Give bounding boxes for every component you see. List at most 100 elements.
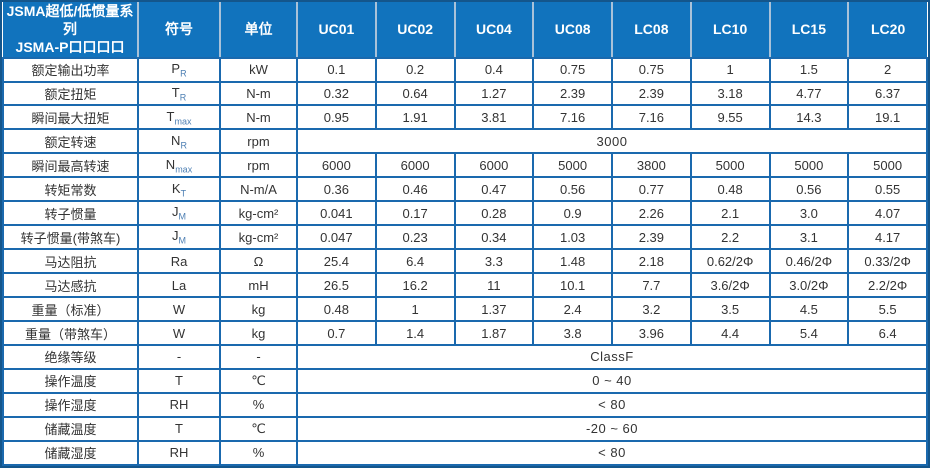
value-cell: 0.48 xyxy=(296,296,377,323)
value-cell: 2.39 xyxy=(532,80,613,107)
merged-value-cell: < 80 xyxy=(296,391,928,418)
value-cell: 2 xyxy=(847,56,928,83)
value-cell: 2.39 xyxy=(611,80,692,107)
value-cell: 5000 xyxy=(532,152,613,179)
value-cell: 1 xyxy=(689,56,771,83)
symbol-main: W xyxy=(172,301,186,317)
symbol-main: J xyxy=(172,204,179,220)
col-header-lc20: LC20 xyxy=(847,2,927,59)
value-cell: 0.7 xyxy=(296,320,377,346)
row-label: 操作温度 xyxy=(2,367,139,394)
symbol-subscript: T xyxy=(180,188,187,199)
value-cell: 25.4 xyxy=(296,248,377,275)
table-row: 操作温度 T ℃ 0 ~ 40 xyxy=(2,367,928,394)
value-cell: 0.56 xyxy=(768,176,850,203)
unit-cell: Ω xyxy=(219,248,298,275)
unit-cell: kg-cm² xyxy=(219,224,298,251)
symbol-cell: TR xyxy=(137,80,221,107)
value-cell: 0.9 xyxy=(532,200,613,227)
table-row: 转子惯量(带煞车) JM kg-cm² 0.047 0.23 0.34 1.03 2.39 2.… xyxy=(2,224,928,251)
value-cell: 0.48 xyxy=(689,176,771,203)
symbol-main: - xyxy=(176,349,182,365)
value-cell: 2.18 xyxy=(611,248,692,275)
value-cell: 3.96 xyxy=(611,320,692,346)
symbol-main: T xyxy=(175,421,183,437)
unit-cell: kg xyxy=(219,296,298,323)
value-cell: 0.64 xyxy=(374,80,456,107)
symbol-subscript: max xyxy=(174,116,192,127)
value-cell: 19.1 xyxy=(847,104,928,131)
symbol-cell: Ra xyxy=(137,248,221,275)
header-row: JSMA超低/低惯量系列 JSMA-P口口口口 符号 单位 UC01 UC02 UC04… xyxy=(3,2,927,59)
symbol-subscript: R xyxy=(180,140,187,151)
symbol-main: Ra xyxy=(170,253,188,269)
value-cell: 1.5 xyxy=(768,56,850,83)
table-row: 绝缘等级 - - ClassF xyxy=(2,344,928,370)
col-header-uc02: UC02 xyxy=(374,2,455,59)
unit-cell: - xyxy=(219,344,298,370)
value-cell: 0.47 xyxy=(453,176,535,203)
value-cell: 5.4 xyxy=(768,320,850,346)
symbol-main: T xyxy=(166,108,175,124)
symbol-main: T xyxy=(175,373,183,389)
col-header-lc10: LC10 xyxy=(689,2,770,59)
symbol-cell: KT xyxy=(137,176,221,203)
row-label: 额定输出功率 xyxy=(2,56,139,83)
unit-cell: rpm xyxy=(219,152,298,179)
row-label: 转矩常数 xyxy=(2,176,139,203)
value-cell: 6.37 xyxy=(847,80,928,107)
row-label: 瞬间最大扭矩 xyxy=(2,104,139,131)
value-cell: 2.26 xyxy=(611,200,692,227)
spec-table-body: 额定输出功率 PR kW 0.1 0.2 0.4 0.75 0.75 1 1.5 2 额定扭矩 TR N-… xyxy=(2,56,928,467)
row-label: 额定扭矩 xyxy=(2,80,139,107)
symbol-main: K xyxy=(171,180,181,196)
unit-cell: N-m xyxy=(219,80,298,107)
value-cell: 6000 xyxy=(296,152,377,179)
symbol-cell: Tmax xyxy=(137,104,221,131)
unit-cell: kW xyxy=(219,56,298,83)
value-cell: 6.4 xyxy=(847,320,928,346)
value-cell: 3.81 xyxy=(453,104,535,131)
symbol-cell: NR xyxy=(137,128,221,155)
value-cell: 1.91 xyxy=(374,104,456,131)
symbol-subscript: M xyxy=(178,212,187,223)
value-cell: 0.77 xyxy=(611,176,692,203)
col-header-lc08: LC08 xyxy=(611,2,691,59)
value-cell: 0.17 xyxy=(374,200,456,227)
table-row: 储藏湿度 RH% < 80 xyxy=(2,439,928,467)
symbol-subscript: R xyxy=(179,92,187,103)
symbol-cell: La xyxy=(137,272,221,299)
col-header-lc15: LC15 xyxy=(768,2,849,59)
symbol-subscript: R xyxy=(180,68,187,79)
value-cell: 1.03 xyxy=(532,224,613,251)
value-cell: 0.33/2Φ xyxy=(847,248,928,275)
row-label: 操作湿度 xyxy=(2,391,139,418)
value-cell: 4.07 xyxy=(847,200,928,227)
row-label: 绝缘等级 xyxy=(2,344,139,370)
value-cell: 0.041 xyxy=(296,200,377,227)
value-cell: 0.46/2Φ xyxy=(768,248,850,275)
value-cell: 0.36 xyxy=(296,176,377,203)
value-cell: 26.5 xyxy=(296,272,377,299)
value-cell: 4.5 xyxy=(768,296,850,323)
table-row: 额定转速 NR rpm 3000 xyxy=(2,128,928,155)
value-cell: 7.7 xyxy=(611,272,692,299)
value-cell: 1.37 xyxy=(453,296,535,323)
value-cell: 2.1 xyxy=(689,200,771,227)
row-label: 瞬间最高转速 xyxy=(2,152,139,179)
value-cell: 14.3 xyxy=(768,104,850,131)
value-cell: 0.46 xyxy=(374,176,456,203)
symbol-cell: RH xyxy=(137,439,221,467)
symbol-cell: PR xyxy=(137,56,221,83)
value-cell: 7.16 xyxy=(532,104,613,131)
value-cell: 0.2 xyxy=(374,56,456,83)
symbol-cell: JM xyxy=(137,200,221,227)
symbol-subscript: M xyxy=(178,236,187,246)
value-cell: 3.5 xyxy=(689,296,771,323)
symbol-main: RH xyxy=(169,397,189,413)
value-cell: 0.56 xyxy=(532,176,613,203)
value-cell: 4.17 xyxy=(847,224,928,251)
value-cell: 4.77 xyxy=(768,80,850,107)
row-label: 储藏湿度 xyxy=(2,439,139,467)
unit-cell: kg xyxy=(219,320,298,346)
